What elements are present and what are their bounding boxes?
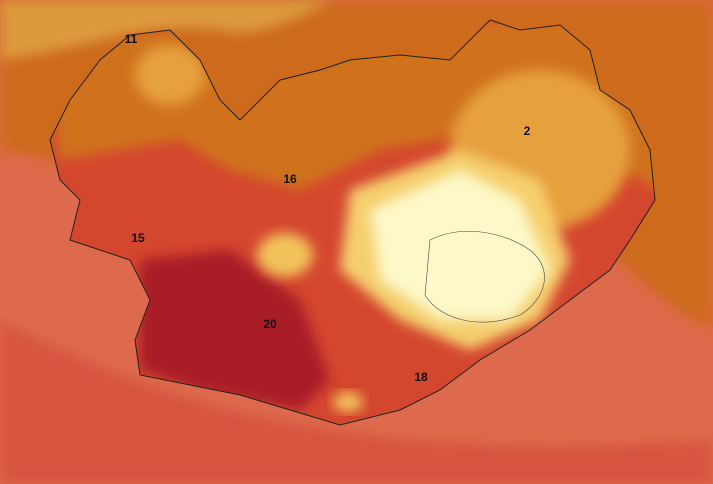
temperature-label: 18	[414, 370, 428, 384]
land-hot-southwest	[140, 250, 330, 410]
temperature-label: 16	[283, 172, 297, 186]
sea-south	[0, 320, 713, 484]
coastline	[49, 19, 656, 426]
land-langjokull	[257, 233, 313, 277]
land-myrdalsjokull	[333, 392, 363, 412]
temperature-label: 15	[131, 231, 145, 245]
temperature-label: 11	[125, 32, 138, 46]
glacier-outline	[424, 231, 545, 323]
land-glacier	[370, 170, 550, 320]
temperature-label: 2	[524, 124, 531, 138]
temperature-label: 20	[263, 317, 277, 331]
sea-cool-patch	[0, 0, 330, 60]
land-westfjords	[135, 45, 205, 105]
